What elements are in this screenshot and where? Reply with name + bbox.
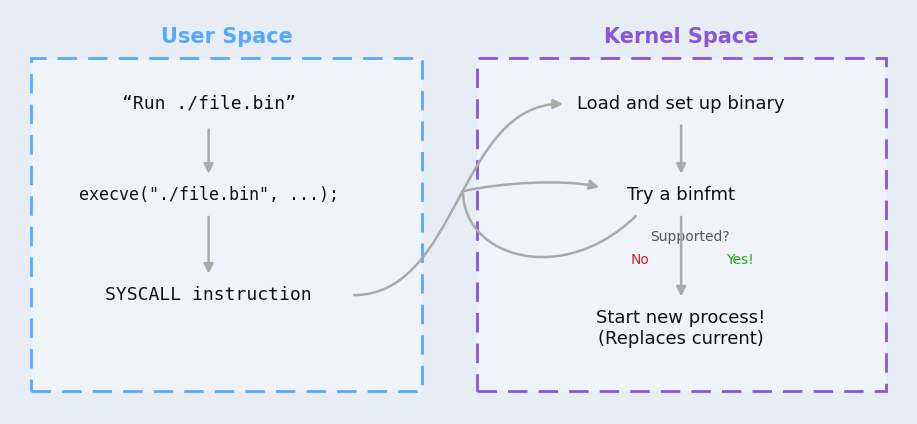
Text: Yes!: Yes!: [726, 253, 754, 267]
FancyBboxPatch shape: [31, 58, 422, 391]
Text: Kernel Space: Kernel Space: [604, 27, 758, 47]
Text: User Space: User Space: [160, 27, 293, 47]
Text: execve("./file.bin", ...);: execve("./file.bin", ...);: [79, 187, 338, 204]
Text: SYSCALL instruction: SYSCALL instruction: [105, 286, 312, 304]
Text: Supported?: Supported?: [650, 230, 730, 244]
FancyArrowPatch shape: [463, 181, 635, 257]
Text: “Run ./file.bin”: “Run ./file.bin”: [122, 95, 295, 113]
Text: Load and set up binary: Load and set up binary: [578, 95, 785, 113]
FancyArrowPatch shape: [354, 100, 560, 295]
FancyBboxPatch shape: [477, 58, 886, 391]
Text: Start new process!
(Replaces current): Start new process! (Replaces current): [596, 309, 766, 348]
Text: Try a binfmt: Try a binfmt: [627, 187, 735, 204]
Text: No: No: [631, 253, 649, 267]
